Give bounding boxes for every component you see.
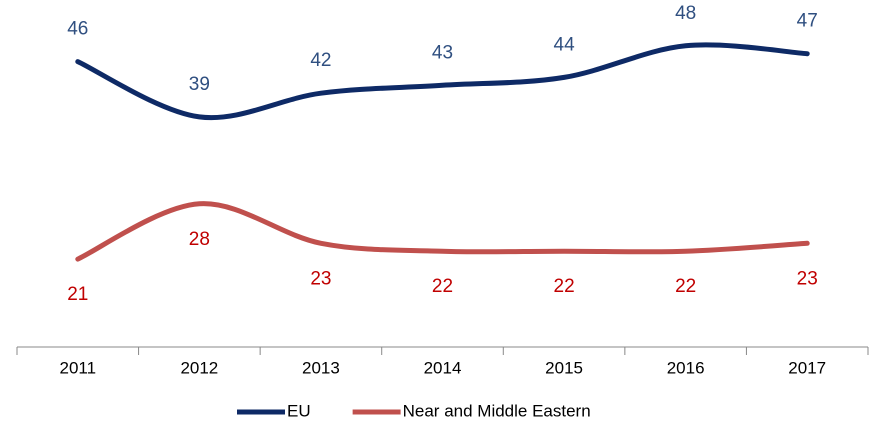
data-label: 48 [675, 3, 696, 24]
series-line [75, 42, 810, 121]
data-label: 28 [189, 229, 210, 250]
data-label: 22 [432, 276, 453, 297]
x-tick-label: 2013 [302, 358, 340, 377]
legend-label: EU [287, 401, 311, 420]
data-label: 21 [67, 284, 88, 305]
x-tick-label: 2015 [545, 358, 583, 377]
data-label: 43 [432, 42, 453, 63]
data-label: 44 [554, 34, 576, 55]
x-tick-label: 2012 [180, 358, 218, 377]
series-line [75, 201, 810, 262]
x-tick-label: 2016 [667, 358, 705, 377]
data-label: 22 [675, 276, 696, 297]
x-tick-label: 2011 [60, 358, 97, 377]
legend-label: Near and Middle Eastern [403, 401, 591, 420]
data-label: 39 [189, 74, 210, 95]
data-label: 42 [310, 50, 331, 71]
data-label: 23 [310, 268, 331, 289]
data-label: 22 [554, 276, 575, 297]
x-tick-label: 2017 [788, 358, 826, 377]
data-label: 47 [797, 11, 818, 32]
data-label: 46 [67, 19, 88, 40]
x-tick-label: 2014 [424, 358, 462, 377]
data-label: 23 [797, 268, 818, 289]
